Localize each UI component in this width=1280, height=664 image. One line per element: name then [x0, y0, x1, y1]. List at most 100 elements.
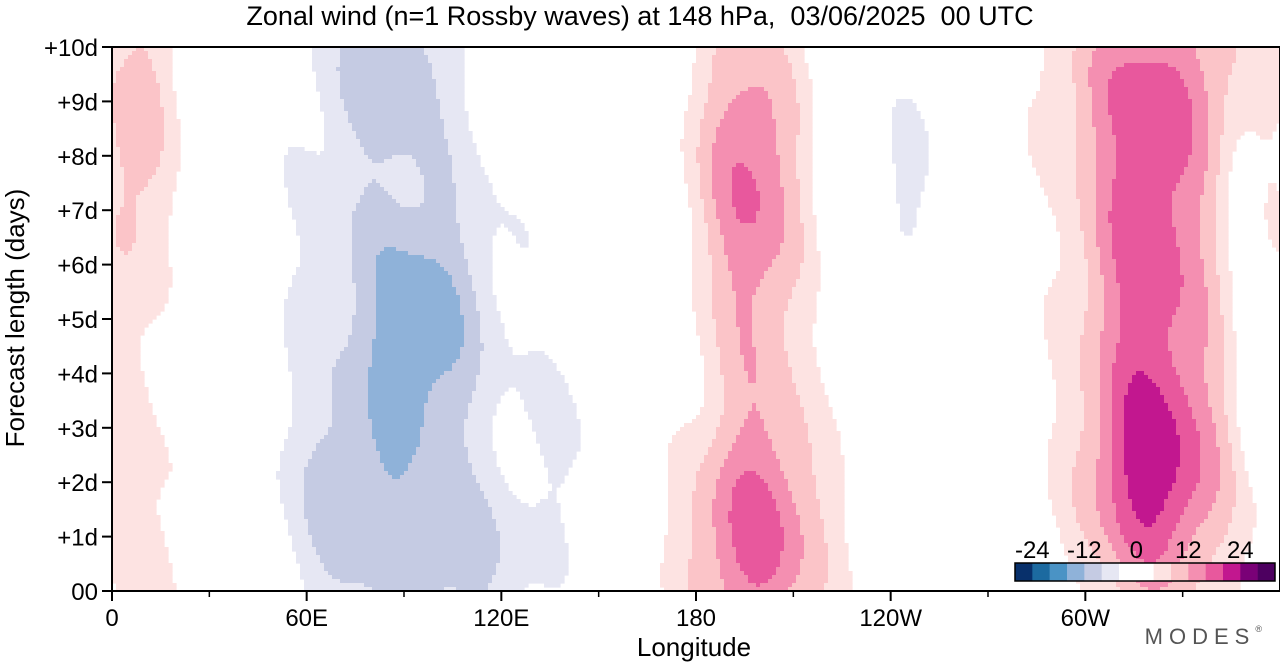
- contour-cell: [1124, 63, 1169, 68]
- contour-cell: [1184, 511, 1209, 516]
- contour-cell: [1236, 491, 1253, 496]
- contour-cell: [1092, 59, 1201, 64]
- contour-cell: [700, 167, 713, 172]
- contour-cell: [112, 227, 117, 232]
- contour-cell: [340, 95, 437, 100]
- contour-cell: [296, 267, 353, 272]
- contour-cell: [740, 327, 753, 332]
- contour-cell: [716, 487, 733, 492]
- contour-cell: [1204, 379, 1225, 384]
- contour-cell: [772, 443, 813, 448]
- contour-cell: [1120, 315, 1173, 320]
- contour-cell: [1116, 159, 1189, 164]
- contour-cell: [1216, 215, 1229, 220]
- contour-cell: [1048, 483, 1073, 488]
- contour-cell: [724, 463, 781, 468]
- contour-cell: [1216, 183, 1229, 188]
- contour-cell: [800, 103, 813, 108]
- contour-cell: [732, 275, 765, 280]
- contour-cell: [716, 47, 785, 52]
- contour-cell: [796, 87, 813, 92]
- contour-cell: [280, 451, 313, 456]
- contour-cell: [1096, 499, 1113, 504]
- contour-cell: [724, 387, 797, 392]
- contour-cell: [1104, 315, 1121, 320]
- contour-cell: [112, 167, 125, 172]
- contour-cell: [1124, 535, 1173, 540]
- contour-cell: [756, 371, 793, 376]
- contour-cell: [1092, 111, 1109, 116]
- contour-cell: [1096, 207, 1113, 212]
- contour-cell: [1164, 499, 1189, 504]
- contour-cell: [696, 159, 713, 164]
- contour-cell: [1080, 443, 1101, 448]
- contour-cell: [768, 483, 789, 488]
- contour-cell: [280, 479, 305, 484]
- contour-cell: [1168, 63, 1201, 68]
- contour-cell: [352, 227, 461, 232]
- contour-cell: [736, 435, 769, 440]
- contour-cell: [284, 319, 353, 324]
- contour-cell: [1048, 463, 1077, 468]
- contour-cell: [424, 419, 465, 424]
- contour-cell: [112, 75, 117, 80]
- contour-cell: [1080, 355, 1101, 360]
- contour-cell: [1236, 55, 1280, 60]
- contour-cell: [732, 491, 773, 496]
- contour-cell: [1216, 179, 1229, 184]
- contour-cell: [1084, 311, 1105, 316]
- contour-cell: [492, 507, 561, 512]
- contour-cell: [668, 523, 693, 528]
- contour-cell: [424, 179, 453, 184]
- contour-cell: [1112, 363, 1173, 368]
- contour-cell: [804, 535, 825, 540]
- contour-cell: [1080, 335, 1101, 340]
- contour-cell: [456, 219, 521, 224]
- contour-cell: [736, 559, 781, 564]
- contour-cell: [704, 211, 717, 216]
- contour-cell: [476, 379, 565, 384]
- contour-cell: [1048, 495, 1073, 500]
- contour-cell: [668, 519, 693, 524]
- contour-cell: [424, 191, 457, 196]
- contour-cell: [292, 279, 353, 284]
- contour-cell: [136, 211, 173, 216]
- contour-cell: [792, 67, 809, 72]
- contour-cell: [704, 375, 725, 380]
- colorbar-swatch: [1119, 563, 1137, 581]
- contour-cell: [1112, 123, 1193, 128]
- contour-cell: [284, 515, 305, 520]
- contour-cell: [784, 239, 805, 244]
- contour-cell: [116, 79, 157, 84]
- contour-cell: [712, 271, 733, 276]
- contour-cell: [488, 503, 529, 508]
- colorbar-swatch: [1153, 563, 1172, 581]
- contour-cell: [480, 367, 557, 372]
- contour-cell: [1220, 479, 1237, 484]
- contour-cell: [1124, 451, 1181, 456]
- contour-cell: [828, 543, 849, 548]
- contour-cell: [372, 423, 425, 428]
- contour-cell: [796, 99, 813, 104]
- contour-cell: [476, 307, 497, 312]
- contour-cell: [1200, 247, 1217, 252]
- contour-cell: [1060, 251, 1085, 256]
- contour-cell: [1084, 319, 1105, 324]
- contour-cell: [1080, 583, 1117, 588]
- contour-cell: [784, 471, 813, 476]
- contour-cell: [740, 91, 769, 96]
- contour-cell: [1200, 455, 1221, 460]
- contour-cell: [792, 295, 817, 300]
- contour-cell: [1212, 559, 1245, 564]
- contour-cell: [112, 195, 125, 200]
- contour-cell: [1236, 59, 1280, 64]
- contour-cell: [156, 171, 177, 176]
- contour-cell: [772, 115, 801, 120]
- y-tick-label: +8d: [57, 144, 98, 171]
- contour-cell: [1056, 419, 1085, 424]
- contour-cell: [716, 527, 733, 532]
- contour-cell: [1268, 227, 1280, 232]
- contour-cell: [1208, 151, 1221, 156]
- contour-cell: [764, 423, 809, 428]
- contour-cell: [1208, 291, 1221, 296]
